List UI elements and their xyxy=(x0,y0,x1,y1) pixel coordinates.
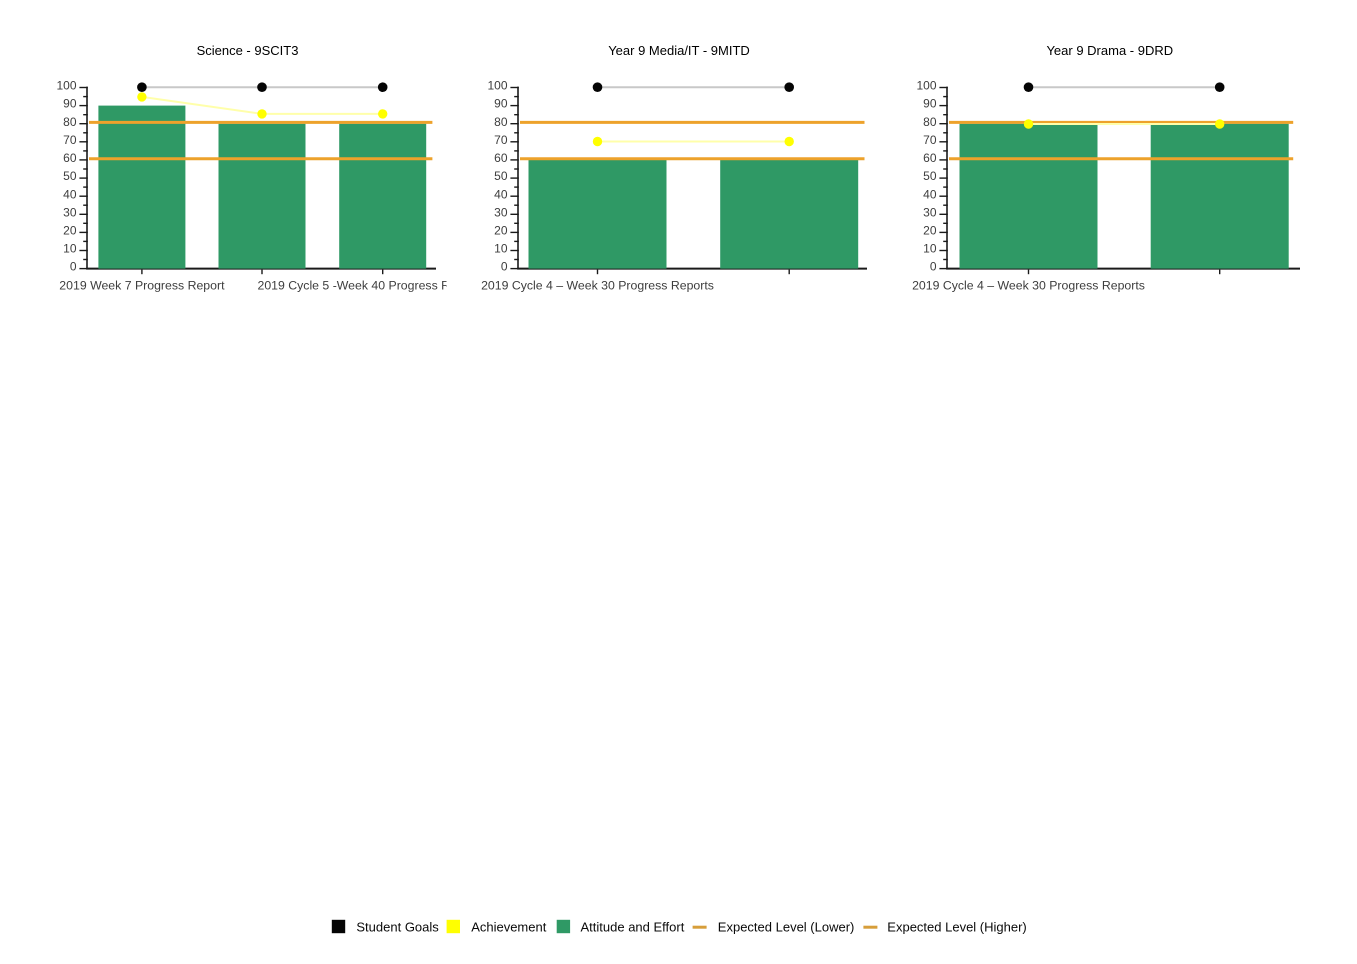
svg-text:30: 30 xyxy=(63,205,77,219)
svg-text:90: 90 xyxy=(63,97,77,111)
svg-text:2019 Cycle 4 – Week 30 Progres: 2019 Cycle 4 – Week 30 Progress Reports xyxy=(481,278,714,292)
svg-text:Expected Level (Lower): Expected Level (Lower) xyxy=(718,920,855,935)
svg-text:0: 0 xyxy=(930,260,937,274)
svg-text:40: 40 xyxy=(63,187,77,201)
svg-text:Expected Level (Higher): Expected Level (Higher) xyxy=(887,920,1026,935)
svg-text:Science - 9SCIT3: Science - 9SCIT3 xyxy=(197,43,299,58)
svg-text:30: 30 xyxy=(494,205,508,219)
svg-text:60: 60 xyxy=(63,151,77,165)
svg-text:0: 0 xyxy=(70,260,77,274)
svg-text:50: 50 xyxy=(63,169,77,183)
svg-text:80: 80 xyxy=(923,115,937,129)
svg-text:Attitude and Effort: Attitude and Effort xyxy=(581,920,685,935)
svg-text:70: 70 xyxy=(923,133,937,147)
svg-text:100: 100 xyxy=(916,79,936,93)
svg-text:Year 9 Drama - 9DRD: Year 9 Drama - 9DRD xyxy=(1046,43,1173,58)
svg-text:Achievement: Achievement xyxy=(471,920,547,935)
svg-text:Student Goals: Student Goals xyxy=(356,920,439,935)
svg-text:20: 20 xyxy=(63,224,77,238)
svg-text:Year 9 Media/IT - 9MITD: Year 9 Media/IT - 9MITD xyxy=(608,43,750,58)
svg-text:2019 Cycle 5 -Week 40 Progress: 2019 Cycle 5 -Week 40 Progress Report xyxy=(258,278,479,292)
svg-text:70: 70 xyxy=(63,133,77,147)
svg-text:0: 0 xyxy=(501,260,508,274)
svg-text:60: 60 xyxy=(494,151,508,165)
svg-text:20: 20 xyxy=(494,224,508,238)
svg-text:50: 50 xyxy=(494,169,508,183)
svg-text:100: 100 xyxy=(487,79,507,93)
svg-text:60: 60 xyxy=(923,151,937,165)
svg-text:40: 40 xyxy=(923,187,937,201)
svg-text:2019 Week 7 Progress Report: 2019 Week 7 Progress Report xyxy=(59,278,225,292)
svg-text:20: 20 xyxy=(923,224,937,238)
svg-text:40: 40 xyxy=(494,187,508,201)
svg-text:50: 50 xyxy=(923,169,937,183)
svg-text:100: 100 xyxy=(56,79,76,93)
svg-text:80: 80 xyxy=(63,115,77,129)
svg-text:2019 Cycle 4 – Week 30 Progres: 2019 Cycle 4 – Week 30 Progress Reports xyxy=(912,278,1145,292)
svg-text:30: 30 xyxy=(923,205,937,219)
svg-text:90: 90 xyxy=(923,97,937,111)
svg-text:90: 90 xyxy=(494,97,508,111)
svg-text:10: 10 xyxy=(494,242,508,256)
svg-text:10: 10 xyxy=(923,242,937,256)
svg-text:70: 70 xyxy=(494,133,508,147)
svg-text:10: 10 xyxy=(63,242,77,256)
svg-text:80: 80 xyxy=(494,115,508,129)
